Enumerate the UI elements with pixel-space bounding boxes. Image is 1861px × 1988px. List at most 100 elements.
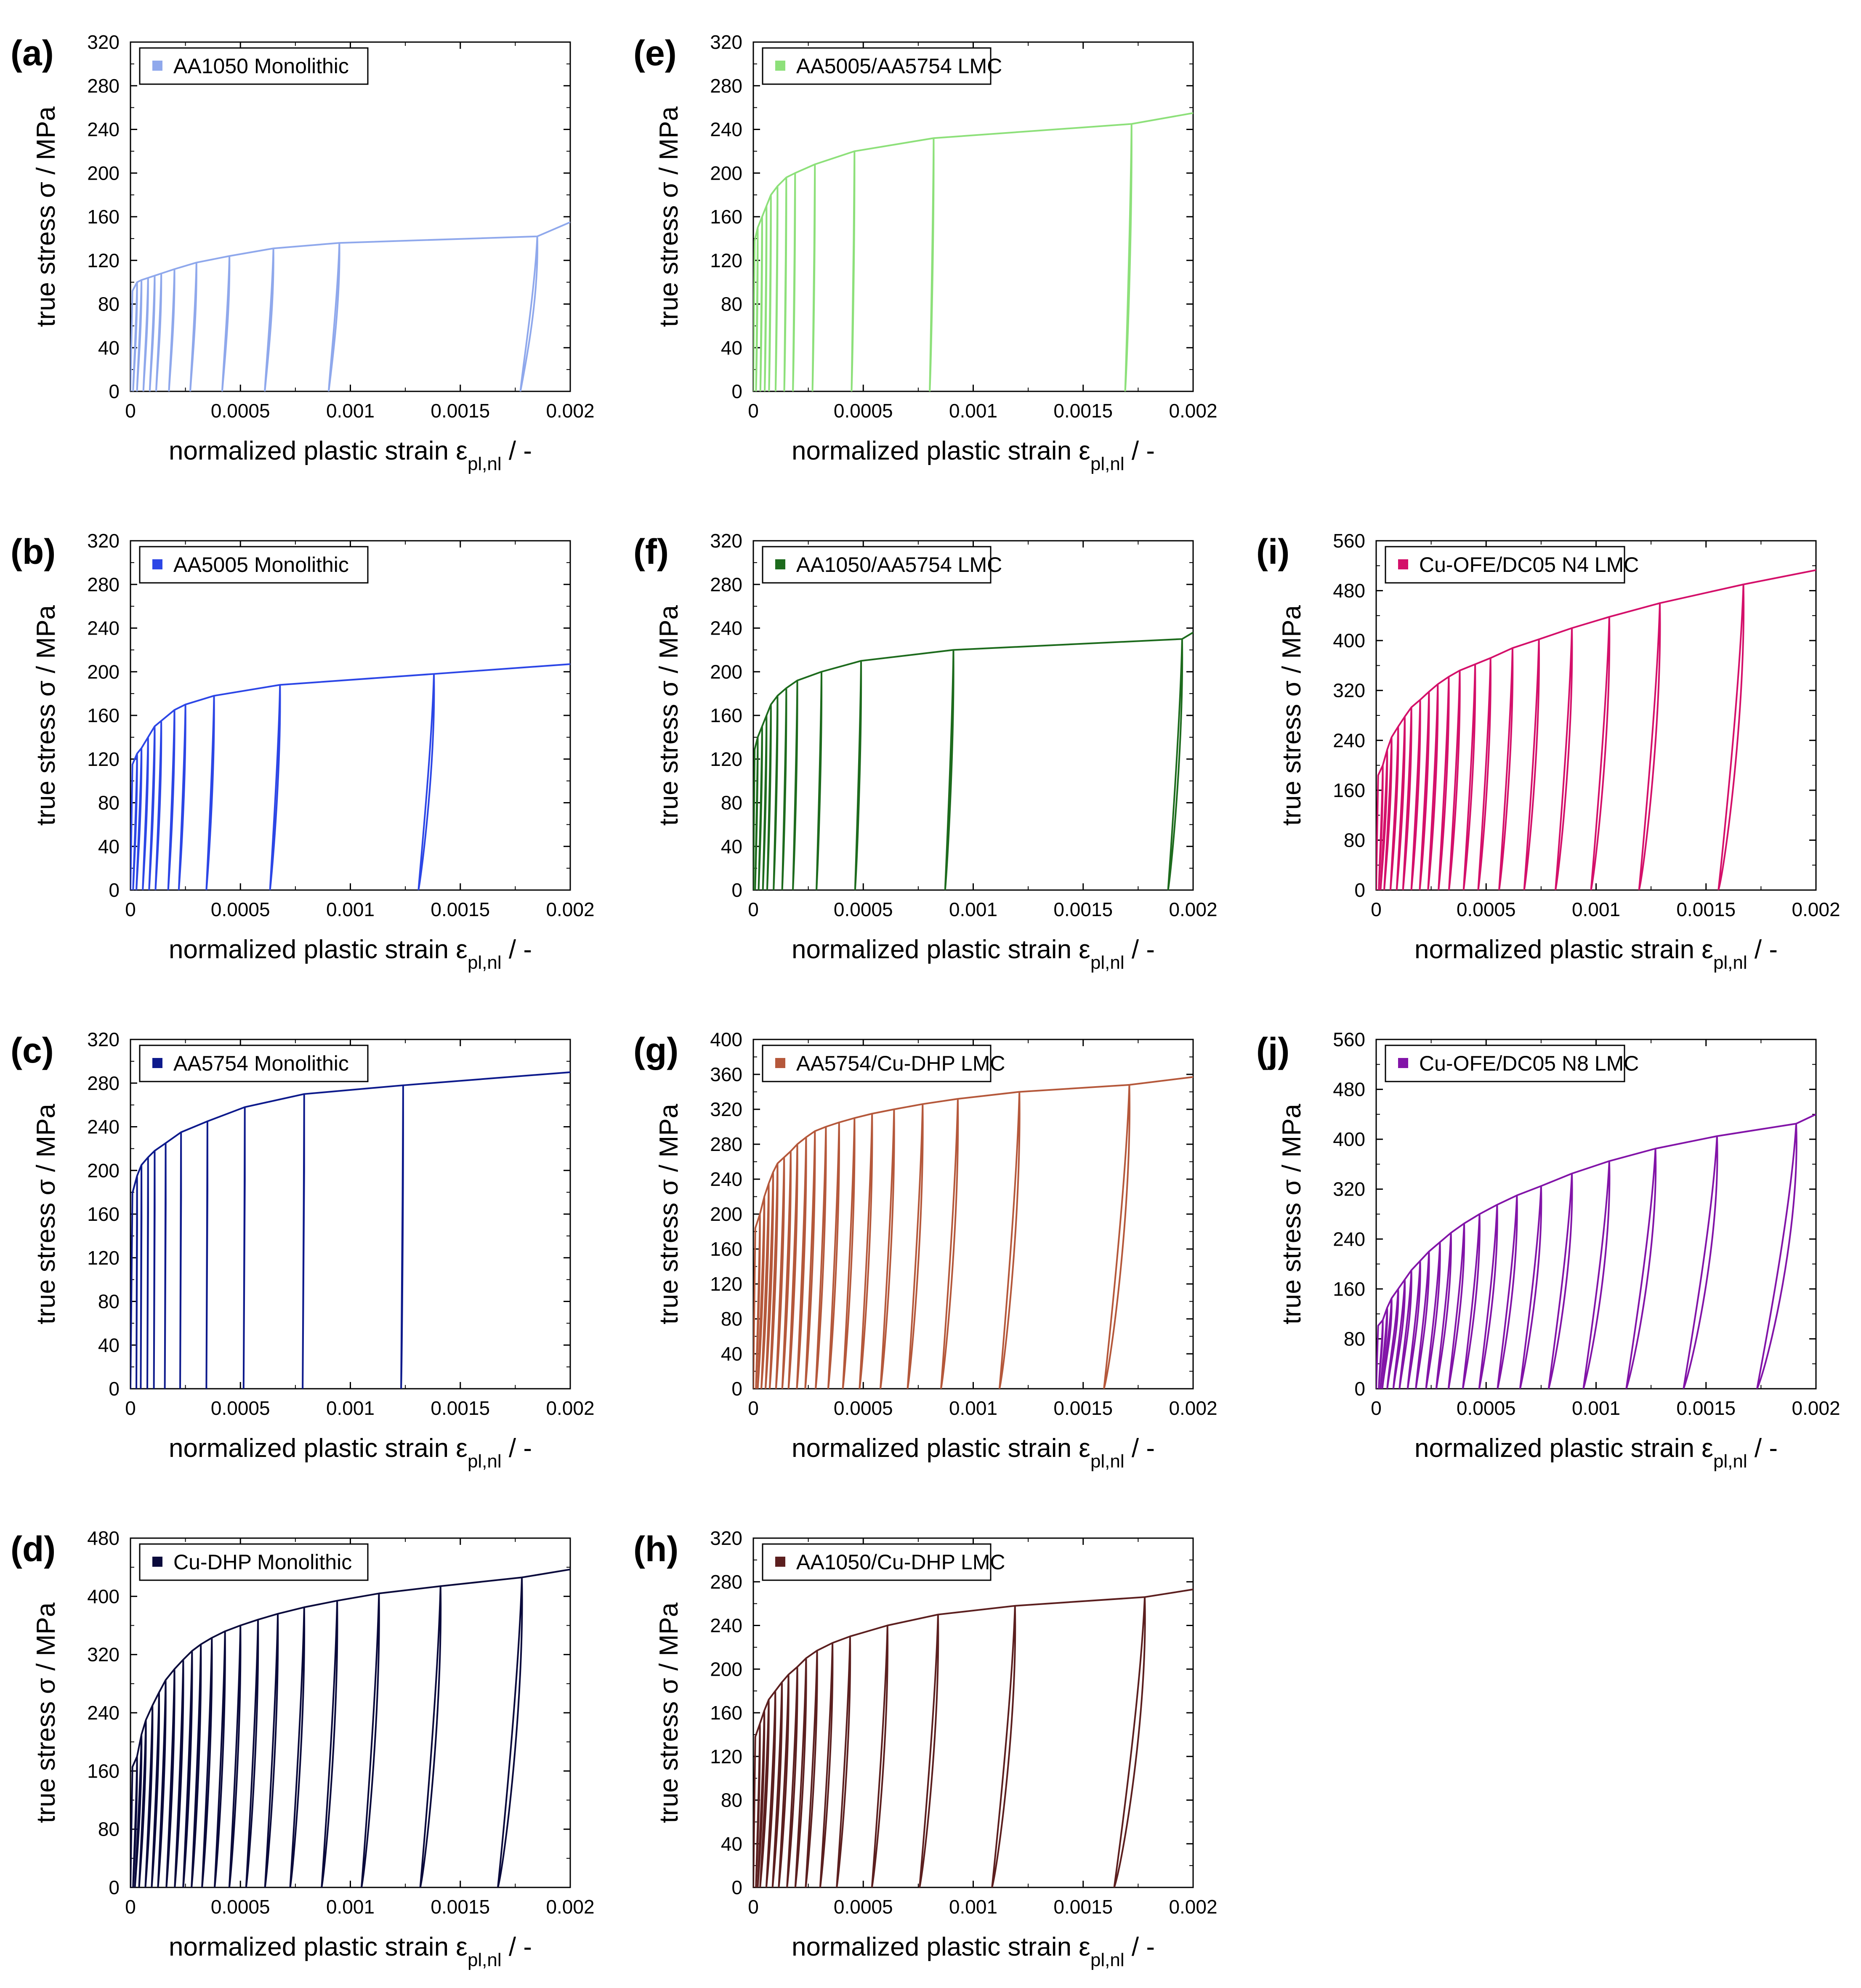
panel-b-loop [269, 685, 281, 890]
panel-h-loop [991, 1605, 1016, 1887]
panel-g-loop [781, 1151, 792, 1389]
panel-h-loop [836, 1636, 851, 1887]
panel-d-loop [289, 1607, 306, 1887]
panel-h-loop [794, 1658, 807, 1887]
panel-c-loop [205, 1121, 209, 1389]
panel-f-loop [758, 726, 763, 890]
panel-i-loop [1555, 628, 1573, 890]
panel-d-ytick-label: 320 [87, 1644, 120, 1666]
panel-d-loop [201, 1637, 213, 1887]
panel-j-legend-swatch [1398, 1058, 1408, 1068]
panel-c-ytick-label: 40 [98, 1334, 120, 1356]
panel-i-loop [1438, 677, 1450, 890]
panel-c-xtick-label: 0 [125, 1397, 136, 1419]
panel-i-x-axis-title: normalized plastic strain εpl,nl / - [1414, 935, 1778, 973]
panel-h-loop [765, 1691, 776, 1887]
panel-a-ytick-label: 240 [87, 119, 120, 141]
panel-a-plot-frame [130, 41, 571, 392]
panel-b-xtick-label: 0.002 [546, 898, 594, 920]
panel-d-ytick-label: 0 [109, 1876, 120, 1898]
panel-g-y-axis-title: true stress σ / MPa [654, 1103, 683, 1324]
panel-d-legend-swatch [152, 1557, 162, 1567]
panel-i-xtick-label: 0.001 [1572, 898, 1620, 920]
panel-e-loop [851, 151, 856, 391]
panel-c-xtick-label: 0.0005 [211, 1397, 270, 1419]
panel-a-ytick-label: 320 [87, 31, 120, 53]
panel-d-xtick-label: 0 [125, 1896, 136, 1918]
panel-j-ytick-label: 560 [1333, 1029, 1365, 1050]
panel-c-legend-swatch [152, 1058, 162, 1068]
panel-b-legend-box [139, 546, 369, 584]
panel-c-series [130, 1071, 570, 1389]
panel-c-letter: (c) [11, 1031, 54, 1070]
panel-j-loop [1625, 1148, 1657, 1389]
panel-a-loop [168, 269, 175, 391]
panel-b-legend: AA5005 Monolithic [139, 546, 369, 584]
panel-c-xtick-label: 0.0015 [431, 1397, 490, 1419]
panel-j-legend: Cu-OFE/DC05 N8 LMC [1385, 1044, 1639, 1082]
panel-g-loop [768, 1163, 779, 1389]
panel-b-loop [136, 748, 143, 890]
panel-d-series [130, 1568, 570, 1887]
panel-b-ytick-label: 280 [87, 574, 120, 595]
panel-g-x-axis-title: normalized plastic strain εpl,nl / - [792, 1434, 1155, 1472]
panel-c-loop [153, 1151, 156, 1389]
panel-a-ytick-label: 80 [98, 293, 120, 315]
panel-f-ytick-label: 160 [710, 704, 742, 726]
panel-j-xtick-label: 0.0005 [1457, 1397, 1516, 1419]
panel-e-legend: AA5005/AA5754 LMC [762, 47, 1002, 85]
panel-f-loop [944, 650, 954, 890]
panel-h-ytick-label: 320 [710, 1527, 742, 1549]
panel-c-legend: AA5754 Monolithic [139, 1044, 369, 1082]
panel-d-legend-label: Cu-DHP Monolithic [173, 1550, 352, 1574]
panel-g-xtick-label: 0.002 [1169, 1397, 1217, 1419]
panel-f-xtick-label: 0.0015 [1053, 898, 1113, 920]
panel-f-series [753, 632, 1193, 890]
panel-j-loop [1386, 1289, 1399, 1389]
panel-j-y-axis-title: true stress σ / MPa [1277, 1103, 1306, 1324]
panel-a-letter: (a) [11, 33, 54, 73]
panel-i-loop [1477, 658, 1491, 890]
panel-j-loop [1378, 1320, 1384, 1389]
panel-f-loop [781, 688, 787, 890]
panel-g-ytick-label: 400 [710, 1029, 742, 1050]
panel-e-loop [929, 138, 935, 391]
panel-g-legend-label: AA5754/Cu-DHP LMC [796, 1052, 1005, 1075]
panel-a-xtick-label: 0.002 [546, 400, 594, 422]
panel-c-ytick-label: 120 [87, 1247, 120, 1269]
panel-g-loop [815, 1127, 827, 1389]
panel-g-ytick-label: 360 [710, 1063, 742, 1085]
panel-h-xtick-label: 0.001 [949, 1896, 997, 1918]
panel-j-ytick-label: 400 [1333, 1128, 1365, 1150]
panel-a-ytick-label: 0 [109, 380, 120, 402]
panel-b-series [130, 663, 570, 890]
panel-j-loop [1415, 1251, 1430, 1389]
panel-c-plot-frame [130, 1039, 571, 1390]
panel-h-xtick-label: 0 [748, 1896, 759, 1918]
panel-d: (d) 0 80 160 240 320 400 480 0 0.0005 0.001 0.0015 0… [11, 1527, 595, 1970]
panel-g-ytick-label: 320 [710, 1098, 742, 1120]
panel-d-loop [245, 1619, 259, 1887]
panel-h-ytick-label: 240 [710, 1615, 742, 1637]
panel-g-loop [787, 1144, 798, 1389]
panel-c-ytick-label: 280 [87, 1072, 120, 1094]
panel-c-loop [302, 1094, 305, 1389]
panel-e-envelope-line [753, 112, 1193, 391]
panel-e-legend-swatch [775, 61, 785, 71]
panel-c-ytick-label: 200 [87, 1159, 120, 1181]
panel-c-loop [146, 1157, 149, 1389]
panel-h-legend-swatch [775, 1557, 785, 1567]
panel-e-ytick-label: 200 [710, 162, 742, 184]
panel-e-ytick-label: 240 [710, 119, 742, 141]
panel-b-xtick-label: 0 [125, 898, 136, 920]
panel-f-ytick-label: 120 [710, 748, 742, 770]
panel-g: (g) 0 40 80 120 160 200 240 280 320 360 400 0 0.0005 0… [633, 1029, 1218, 1472]
panel-c-loop [136, 1176, 138, 1389]
panel-e-letter: (e) [633, 33, 677, 73]
panel-d-ytick-label: 240 [87, 1702, 120, 1724]
panel-b-loop [167, 710, 175, 890]
panel-i-xtick-label: 0 [1371, 898, 1382, 920]
panel-h-ytick-label: 40 [721, 1833, 742, 1855]
panel-g-loop [757, 1196, 766, 1389]
panel-e-legend-label: AA5005/AA5754 LMC [796, 54, 1002, 78]
